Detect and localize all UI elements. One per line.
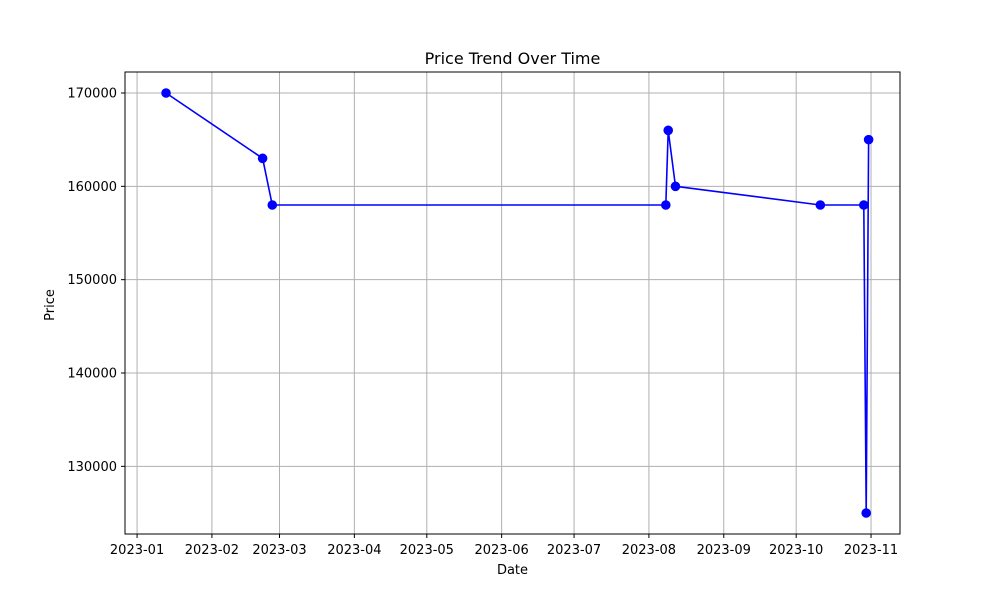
y-tick-label: 160000 xyxy=(67,180,117,195)
y-tick-label: 170000 xyxy=(67,87,117,102)
price-series-line xyxy=(165,92,870,514)
x-tick-label: 2023-06 xyxy=(474,543,528,558)
x-tick-label: 2023-07 xyxy=(547,543,601,558)
x-tick-label: 2023-03 xyxy=(252,543,306,558)
x-tick-label: 2023-10 xyxy=(769,543,823,558)
x-tick-label: 2023-08 xyxy=(622,543,676,558)
chart-title: Price Trend Over Time xyxy=(425,49,601,68)
price-data-point xyxy=(858,200,869,210)
price-data-point xyxy=(663,125,674,136)
y-tick-label: 130000 xyxy=(67,460,117,475)
y-axis-label: Price xyxy=(43,289,58,321)
series-layer xyxy=(161,88,874,518)
x-tick-label: 2023-02 xyxy=(185,543,239,558)
price-data-point xyxy=(161,88,171,98)
price-data-point xyxy=(815,200,826,210)
x-tick-label: 2023-04 xyxy=(327,543,381,558)
y-axis-ticks: 130000 140000 150000 160000 170000 xyxy=(67,87,125,475)
price-data-point xyxy=(863,134,874,145)
price-data-point xyxy=(861,508,871,518)
y-tick-label: 140000 xyxy=(67,367,117,382)
x-tick-label: 2023-01 xyxy=(110,543,164,558)
x-tick-label: 2023-11 xyxy=(844,543,898,558)
x-axis-label: Date xyxy=(497,563,528,578)
price-data-point xyxy=(267,200,278,210)
price-data-point xyxy=(257,153,268,164)
x-axis-ticks: 2023-01 2023-02 2023-03 2023-04 2023-05 2023-… xyxy=(110,534,898,558)
price-data-point xyxy=(661,200,671,210)
price-data-point xyxy=(670,181,681,192)
y-tick-label: 150000 xyxy=(67,273,117,288)
x-tick-label: 2023-05 xyxy=(400,543,454,558)
plot-area-frame xyxy=(124,71,901,535)
grid-lines xyxy=(125,72,900,534)
x-tick-label: 2023-09 xyxy=(697,543,751,558)
